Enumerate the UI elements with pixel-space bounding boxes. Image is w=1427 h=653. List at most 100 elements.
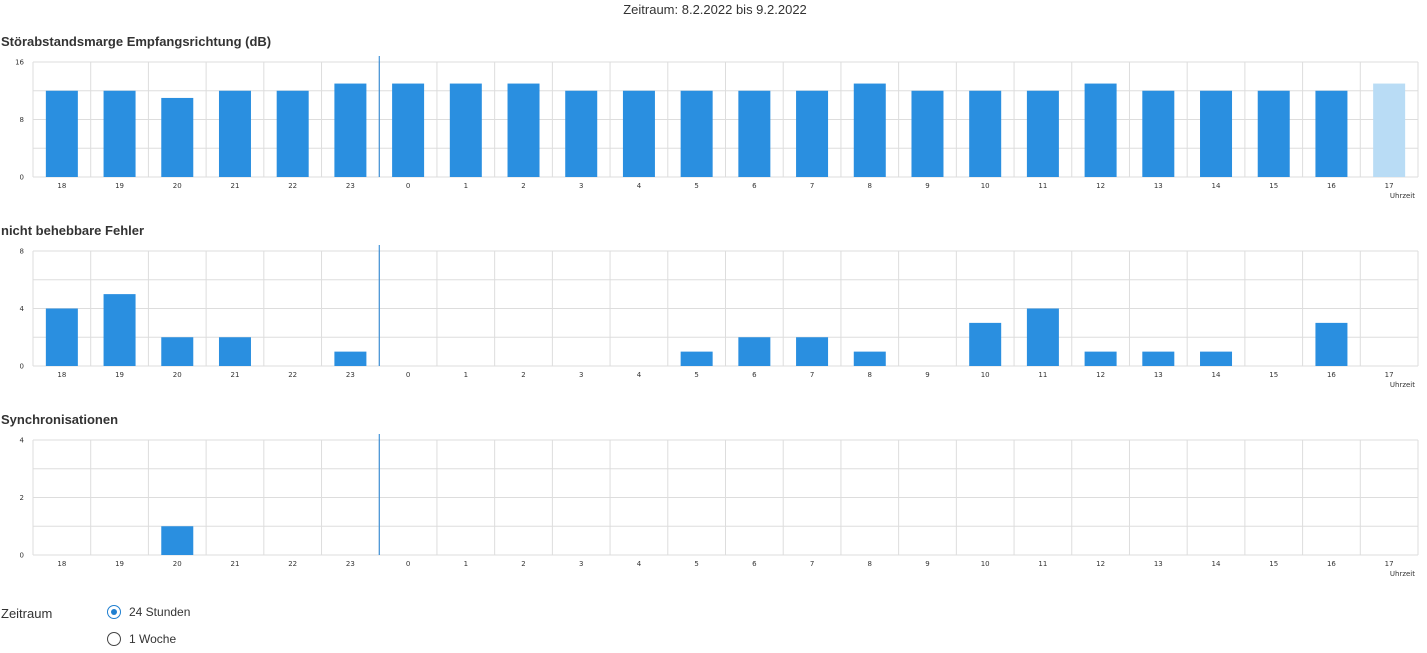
bar-19 [103,294,136,366]
y-tick-label: 4 [20,437,25,445]
x-tick-label: 19 [115,371,124,379]
chart-title-snr-margin: Störabstandsmarge Empfangsrichtung (dB) [1,34,272,49]
bar-10 [969,90,1002,177]
period-label: Zeitraum: 8.2.2022 bis 9.2.2022 [623,2,807,17]
x-tick-label: 19 [115,182,124,190]
period-option-24h[interactable]: 24 Stunden [107,605,190,619]
bar-4 [622,90,655,177]
bar-23 [334,83,367,177]
y-tick-label: 4 [20,305,25,313]
x-tick-label: 2 [521,182,525,190]
x-tick-label: 7 [810,182,814,190]
x-tick-label: 4 [637,560,642,568]
x-tick-label: 18 [57,182,66,190]
x-tick-label: 9 [925,182,929,190]
x-tick-label: 8 [868,560,872,568]
period-option-24h-label: 24 Stunden [129,605,191,619]
x-tick-label: 15 [1269,560,1278,568]
bar-19 [103,90,136,177]
bar-11 [1026,308,1059,366]
x-tick-label: 7 [810,560,814,568]
bar-2 [507,83,540,177]
bar-14 [1200,90,1233,177]
x-tick-label: 5 [694,182,698,190]
x-tick-label: 12 [1096,560,1105,568]
y-tick-label: 2 [20,494,24,502]
bar-6 [738,90,771,177]
x-tick-label: 18 [57,371,66,379]
bar-7 [796,337,829,366]
x-tick-label: 3 [579,371,583,379]
y-tick-label: 8 [20,248,24,256]
x-tick-label: 11 [1038,371,1047,379]
x-tick-label: 6 [752,560,757,568]
x-tick-label: 22 [288,560,297,568]
x-tick-label: 1 [464,560,468,568]
x-tick-label: 23 [346,182,355,190]
x-tick-label: 14 [1212,371,1221,379]
x-tick-label: 18 [57,560,66,568]
bar-11 [1026,90,1059,177]
bar-0 [392,83,425,177]
bar-5 [680,90,713,177]
x-tick-label: 16 [1327,182,1336,190]
x-tick-label: 2 [521,560,525,568]
x-tick-label: 13 [1154,182,1163,190]
bar-12 [1084,351,1117,366]
x-tick-label: 0 [406,560,410,568]
y-tick-label: 0 [20,174,24,182]
x-tick-label: 14 [1212,182,1221,190]
x-tick-label: 5 [694,560,698,568]
x-tick-label: 20 [173,371,182,379]
bar-7 [796,90,829,177]
x-tick-label: 17 [1385,371,1394,379]
x-tick-label: 1 [464,371,468,379]
radio-button-1week[interactable] [107,632,121,646]
x-tick-label: 0 [406,371,410,379]
bar-12 [1084,83,1117,177]
x-axis-unit-label: Uhrzeit [1390,192,1415,200]
bar-13 [1142,90,1175,177]
chart-title-synchronizations: Synchronisationen [1,412,119,427]
x-tick-label: 11 [1038,182,1047,190]
bar-18 [45,90,78,177]
x-tick-label: 6 [752,182,757,190]
bar-14 [1200,351,1233,366]
x-tick-label: 3 [579,182,583,190]
x-tick-label: 7 [810,371,814,379]
x-tick-label: 1 [464,182,468,190]
x-tick-label: 14 [1212,560,1221,568]
x-tick-label: 23 [346,371,355,379]
period-selector-label: Zeitraum [1,606,53,621]
x-tick-label: 17 [1385,560,1394,568]
bar-6 [738,337,771,366]
bar-20 [161,97,194,177]
x-tick-label: 10 [981,560,990,568]
x-tick-label: 0 [406,182,410,190]
bar-22 [276,90,309,177]
bar-16 [1315,90,1348,177]
x-tick-label: 13 [1154,371,1163,379]
bar-9 [911,90,944,177]
bar-8 [853,351,886,366]
x-tick-label: 4 [637,371,642,379]
bar-17 [1373,83,1406,177]
x-tick-label: 8 [868,182,872,190]
x-tick-label: 21 [231,371,240,379]
y-tick-label: 0 [20,363,24,371]
x-tick-label: 17 [1385,182,1394,190]
x-tick-label: 16 [1327,560,1336,568]
period-option-1week-label: 1 Woche [129,632,177,646]
radio-button-24h[interactable] [107,605,121,619]
y-tick-label: 16 [15,59,24,67]
x-tick-label: 12 [1096,182,1105,190]
x-tick-label: 12 [1096,371,1105,379]
x-tick-label: 9 [925,371,929,379]
bar-5 [680,351,713,366]
y-tick-label: 0 [20,552,24,560]
bar-1 [449,83,482,177]
x-tick-label: 6 [752,371,757,379]
period-option-1week[interactable]: 1 Woche [107,632,176,646]
